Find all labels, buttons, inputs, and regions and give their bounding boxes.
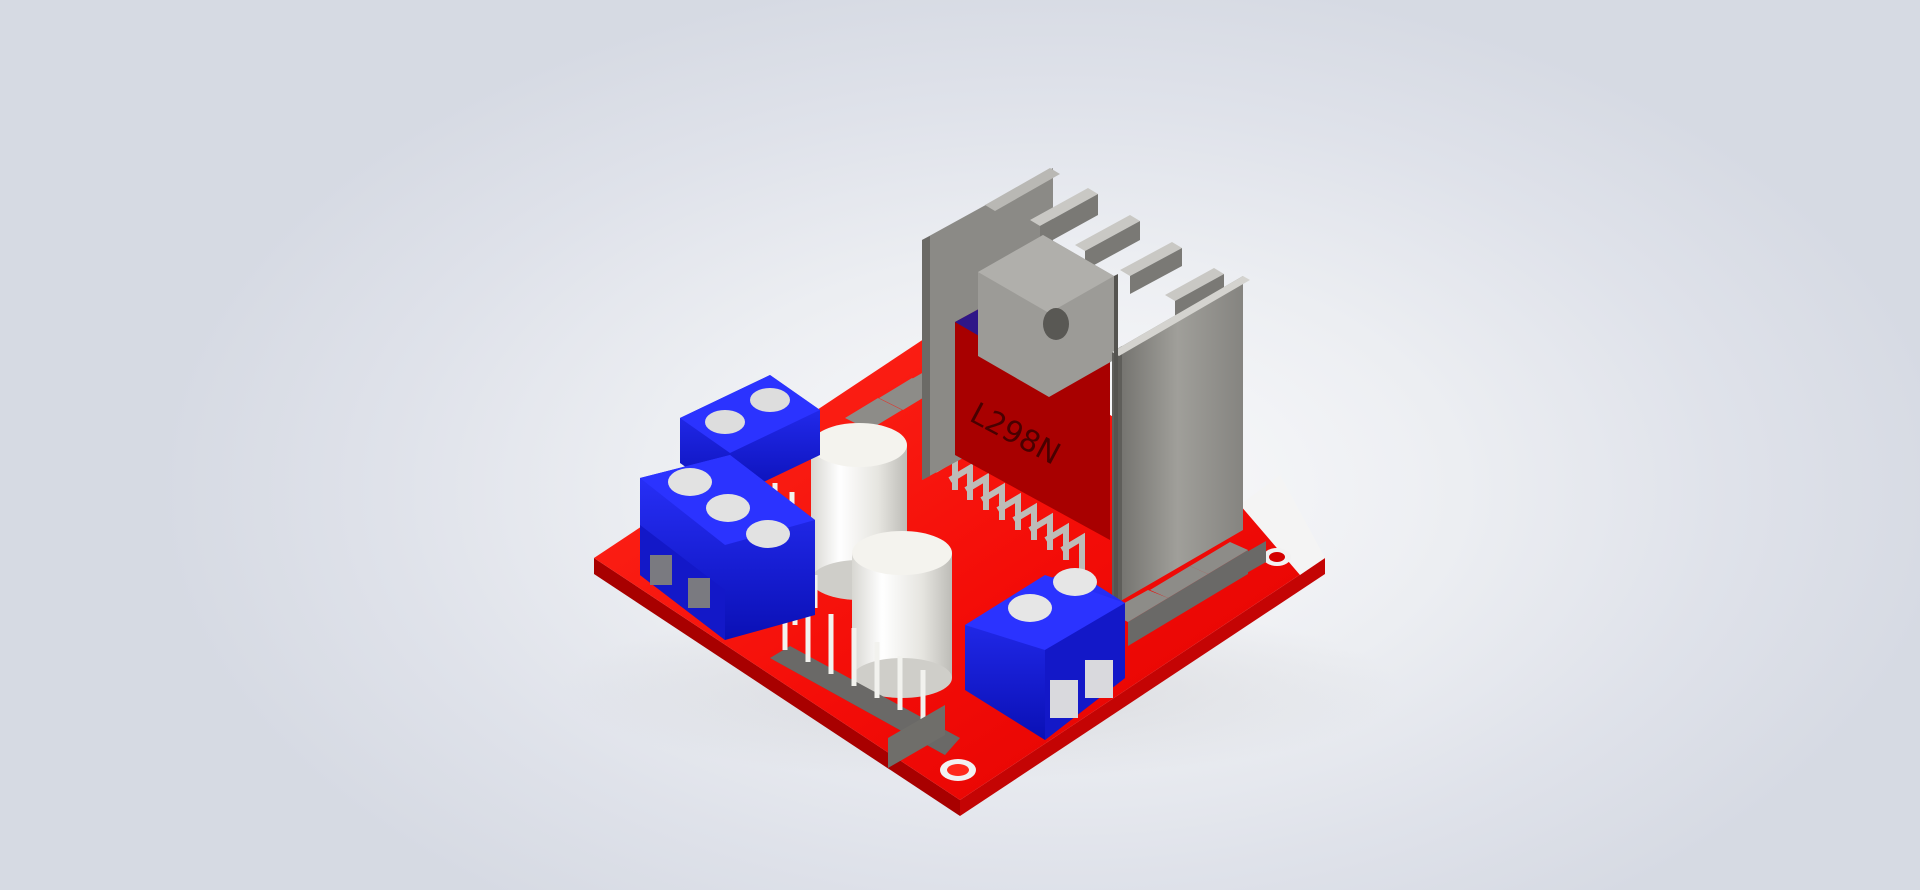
pcb-top	[594, 315, 1325, 800]
capacitor-top	[811, 423, 907, 467]
mounting-hole	[947, 764, 969, 776]
capacitors	[811, 423, 952, 698]
capacitor-top	[852, 531, 952, 575]
mounting-hole	[1269, 552, 1285, 562]
terminal-block-left-lower	[640, 455, 815, 640]
pcb-white-corner	[1240, 475, 1325, 575]
heatsink: L298N	[922, 168, 1250, 606]
heatsink-front-plate	[1112, 276, 1243, 606]
pcb-front-edge	[594, 558, 960, 816]
pcb-right-edge	[960, 558, 1325, 816]
terminal-block-right	[965, 568, 1125, 740]
